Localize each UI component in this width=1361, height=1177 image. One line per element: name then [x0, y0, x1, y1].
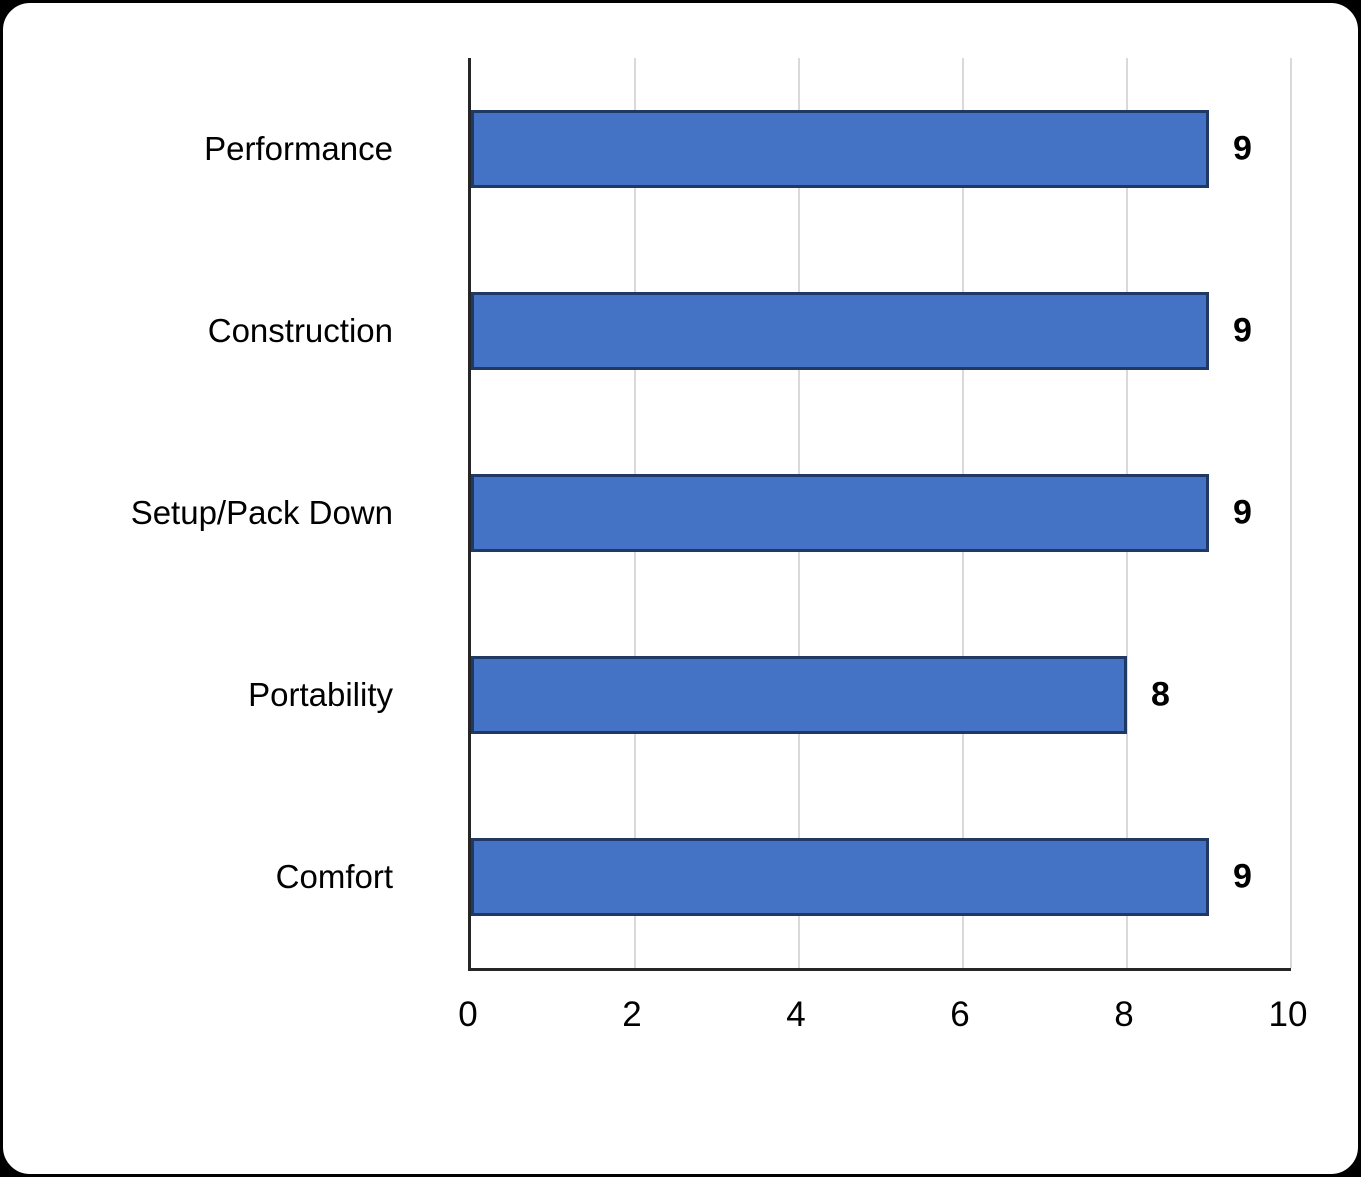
- bar: [471, 110, 1209, 188]
- x-tick-label: 4: [786, 995, 806, 1034]
- category-label: Portability: [248, 676, 393, 713]
- bar-rows: 9 9 9 8 9: [471, 58, 1291, 968]
- x-tick-label: 0: [458, 995, 478, 1034]
- bar-row: 9: [471, 422, 1291, 604]
- bar: [471, 292, 1209, 370]
- x-tick-label: 8: [1114, 995, 1134, 1034]
- bar: [471, 474, 1209, 552]
- bar-row: 9: [471, 786, 1291, 968]
- x-tick-label: 2: [622, 995, 642, 1034]
- category-label: Setup/Pack Down: [130, 494, 393, 531]
- bar-row: 9: [471, 240, 1291, 422]
- value-label: 9: [1233, 493, 1252, 532]
- gridline: [1290, 58, 1292, 968]
- bar: [471, 838, 1209, 916]
- bar-row: 8: [471, 604, 1291, 786]
- value-label: 8: [1151, 675, 1170, 714]
- category-label: Comfort: [275, 858, 393, 895]
- value-label: 9: [1233, 311, 1252, 350]
- bar-row: 9: [471, 58, 1291, 240]
- value-label: 9: [1233, 129, 1252, 168]
- value-label: 9: [1233, 857, 1252, 896]
- x-tick-label: 6: [950, 995, 970, 1034]
- category-label: Construction: [207, 312, 393, 349]
- category-label: Performance: [204, 130, 393, 167]
- x-tick-label: 10: [1268, 995, 1308, 1034]
- category-labels: Performance Construction Setup/Pack Down Po…: [3, 58, 431, 968]
- x-axis-ticks: 0 2 4 6 8 10: [458, 995, 1307, 1055]
- bar: [471, 656, 1127, 734]
- plot-area: 9 9 9 8 9: [468, 58, 1292, 971]
